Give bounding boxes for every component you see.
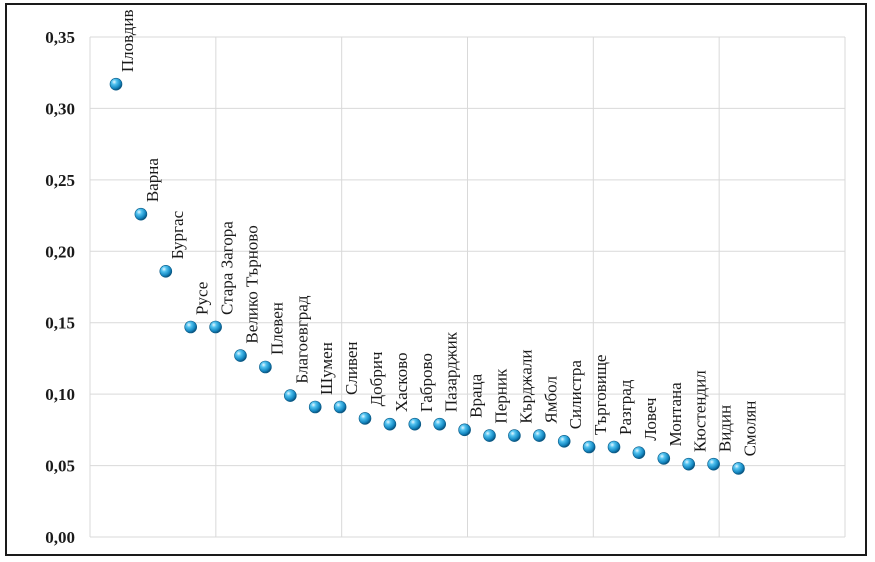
data-point [557,434,571,448]
data-point [458,423,471,437]
point-label: Монтана [666,382,685,447]
point-label: Русе [193,282,212,315]
y-tick-label: 0,30 [45,99,75,118]
data-point [159,264,173,278]
point-label: Пазарджик [442,331,461,412]
point-label: Кюстендил [691,370,710,452]
y-tick-label: 0,35 [45,28,75,47]
data-point [657,452,671,465]
point-label: Пловдив [118,10,137,73]
point-label: Разград [616,379,635,435]
point-label: Кърджали [516,349,535,423]
data-point [109,77,123,91]
data-point [184,320,197,334]
y-tick-label: 0,20 [45,242,75,261]
data-point [209,320,222,334]
point-label: Перник [492,368,511,424]
point-label: Враца [467,373,486,417]
point-labels: Пловдив Варна Бургас Русе Стара Загора Велико… [118,10,760,457]
data-point [632,446,646,460]
point-label: Хасково [392,352,411,412]
data-point [283,389,297,402]
data-point [483,429,496,442]
data-point [607,440,621,454]
point-label: Благоевград [292,295,311,383]
point-label: Сливен [342,342,361,396]
point-label: Варна [143,158,162,202]
y-tick-label: 0,05 [45,457,75,476]
y-tick-label: 0,15 [45,314,75,333]
point-label: Добрич [367,351,386,406]
point-label: Габрово [417,353,436,412]
y-tick-label: 0,10 [45,385,75,404]
point-label: Велико Търново [243,225,262,343]
point-label: Ловеч [641,397,660,441]
data-point [682,457,696,471]
point-label: Бургас [168,210,187,259]
data-point [234,349,247,362]
data-point [308,400,322,414]
point-label: Ямбол [541,376,560,424]
chart-frame [5,3,867,556]
data-point [358,412,372,425]
data-point [333,400,347,414]
y-tick-label: 0,00 [45,528,75,547]
data-point [532,429,546,442]
data-point [433,417,447,431]
data-points [109,77,745,475]
point-label: Шумен [317,342,336,395]
data-point [259,360,272,374]
data-point [582,440,596,454]
point-label: Плевен [267,302,286,355]
data-point [383,417,397,431]
data-point [508,429,521,442]
y-tick-label: 0,25 [45,171,75,190]
point-label: Силистра [566,360,585,430]
data-point [134,207,148,221]
point-label: Търговище [591,355,610,435]
data-point [707,457,720,471]
data-point [732,462,745,475]
point-label: Видин [716,405,735,452]
point-label: Стара Загора [218,221,237,315]
point-label: Смолян [741,401,760,457]
y-axis: 0,00 0,05 0,10 0,15 0,20 0,25 0,30 0,35 [45,28,75,547]
grid [89,36,846,538]
data-point [408,417,422,431]
